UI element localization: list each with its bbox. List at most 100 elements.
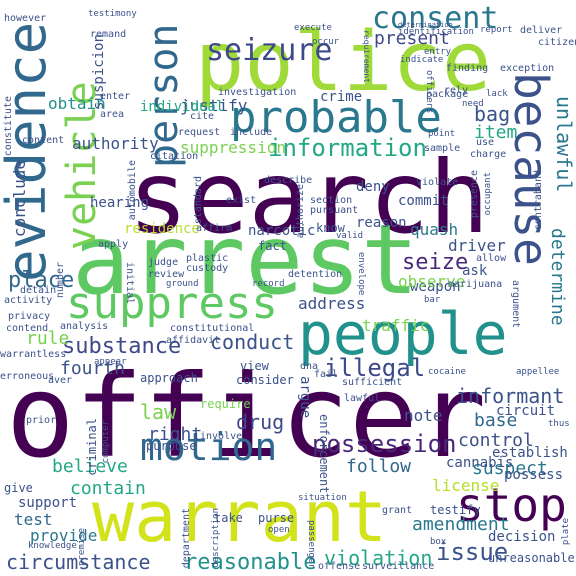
word-aver: aver <box>48 375 73 386</box>
word-ask: ask <box>462 263 488 279</box>
word-appear: appear <box>94 357 127 367</box>
word-deny: deny <box>356 179 390 195</box>
word-content: content <box>22 135 65 146</box>
word-lawful: lawful <box>344 393 381 404</box>
word-judge: judge <box>148 257 179 268</box>
word-note: note <box>404 406 443 425</box>
word-envelope: envelope <box>356 252 366 296</box>
word-substance: substance <box>62 334 182 359</box>
word-apply: apply <box>98 239 129 250</box>
word-officer: officer <box>6 350 487 483</box>
word-package: package <box>426 89 469 100</box>
word-follow: follow <box>346 456 412 477</box>
word-informant: informant <box>456 384 565 408</box>
word-determine: determine <box>547 228 568 326</box>
word-prior: prior <box>26 415 57 426</box>
word-appellee: appellee <box>516 367 560 377</box>
word-search: search <box>128 139 490 256</box>
word-however: however <box>4 13 47 24</box>
word-investigation: investigation <box>218 87 297 98</box>
word-stop: stop <box>456 478 567 532</box>
word-fail: fail <box>314 369 339 380</box>
word-provide: provide <box>30 526 98 545</box>
word-finding: finding <box>446 63 489 74</box>
word-license: license <box>432 476 500 495</box>
word-area: area <box>100 109 125 120</box>
word-issue: issue <box>436 538 509 566</box>
word-computer: computer <box>101 420 111 464</box>
word-sample: sample <box>424 143 461 154</box>
word-box: box <box>430 537 447 547</box>
word-suppress: suppress <box>66 278 278 329</box>
word-residence: residence <box>124 221 200 237</box>
word-offense: offense <box>318 561 361 572</box>
word-erroneous: erroneous <box>0 371 55 382</box>
word-obtain: obtain <box>48 94 106 113</box>
word-pursuant: pursuant <box>310 205 359 216</box>
word-privacy: privacy <box>8 311 51 322</box>
word-purpose: purpose <box>146 439 197 453</box>
word-decision: decision <box>488 529 556 545</box>
word-justify: justify <box>180 96 248 115</box>
word-review: review <box>148 269 185 280</box>
word-custody: custody <box>186 263 229 274</box>
word-information: information <box>268 134 427 162</box>
word-detention: detention <box>288 269 343 280</box>
word-execute: execute <box>294 23 332 33</box>
word-marijuana: marijuana <box>448 279 503 290</box>
word-surveillance: surveillance <box>362 561 435 572</box>
word-point: point <box>428 129 456 139</box>
word-exception: exception <box>500 63 555 74</box>
word-exist: exist <box>226 195 257 206</box>
word-purse: purse <box>258 511 295 525</box>
word-circuit: circuit <box>496 403 556 419</box>
word-police: police <box>195 15 492 110</box>
word-number: number <box>55 262 66 299</box>
word-citizen: citizen <box>538 37 576 48</box>
word-violate: violate <box>416 177 459 188</box>
word-argument: argument <box>510 280 521 329</box>
word-enforcement: enforcement <box>317 414 331 494</box>
word-open: open <box>268 525 290 535</box>
word-arrest: arrest <box>72 204 419 316</box>
word-hearing: hearing <box>90 195 150 211</box>
word-consider: consider <box>236 373 294 387</box>
word-illegal: illegal <box>324 354 426 382</box>
word-charge: charge <box>470 149 507 160</box>
word-individual: individual <box>140 99 225 115</box>
word-analysis: analysis <box>60 321 109 332</box>
word-indicate: indicate <box>400 55 444 65</box>
word-contraband: contraband <box>533 170 544 231</box>
word-probable: probable <box>230 92 442 143</box>
word-standard: standard <box>193 176 204 225</box>
word-motion: motion <box>140 425 278 469</box>
word-item: item <box>474 122 518 143</box>
word-bag: bag <box>474 102 511 126</box>
word-cocaine: cocaine <box>428 367 466 377</box>
word-officers: officers <box>424 70 434 114</box>
word-situation: situation <box>298 493 347 503</box>
word-observe: observe <box>398 272 466 291</box>
word-affidavit: affidavit <box>166 335 221 346</box>
word-automobile: automobile <box>127 160 138 221</box>
word-allow: allow <box>476 253 507 264</box>
word-require: require <box>200 397 251 411</box>
word-unreasonable: unreasonable <box>488 551 575 565</box>
word-view: view <box>240 359 269 373</box>
word-remand: remand <box>90 29 127 40</box>
word-violation: violation <box>324 546 433 570</box>
word-argue: argue <box>297 376 313 419</box>
word-deliver: deliver <box>520 25 563 36</box>
word-citation: citation <box>150 151 199 162</box>
word-control: control <box>458 430 534 451</box>
word-include: include <box>230 127 273 138</box>
word-possess: possess <box>504 467 564 483</box>
word-contain: contain <box>70 478 146 499</box>
word-test: test <box>14 510 53 529</box>
word-present: present <box>374 28 450 49</box>
word-suppression: suppression <box>180 138 286 157</box>
word-authorize: authorize <box>295 184 306 239</box>
word-activity: activity <box>4 295 53 306</box>
word-entry: entry <box>424 47 452 57</box>
